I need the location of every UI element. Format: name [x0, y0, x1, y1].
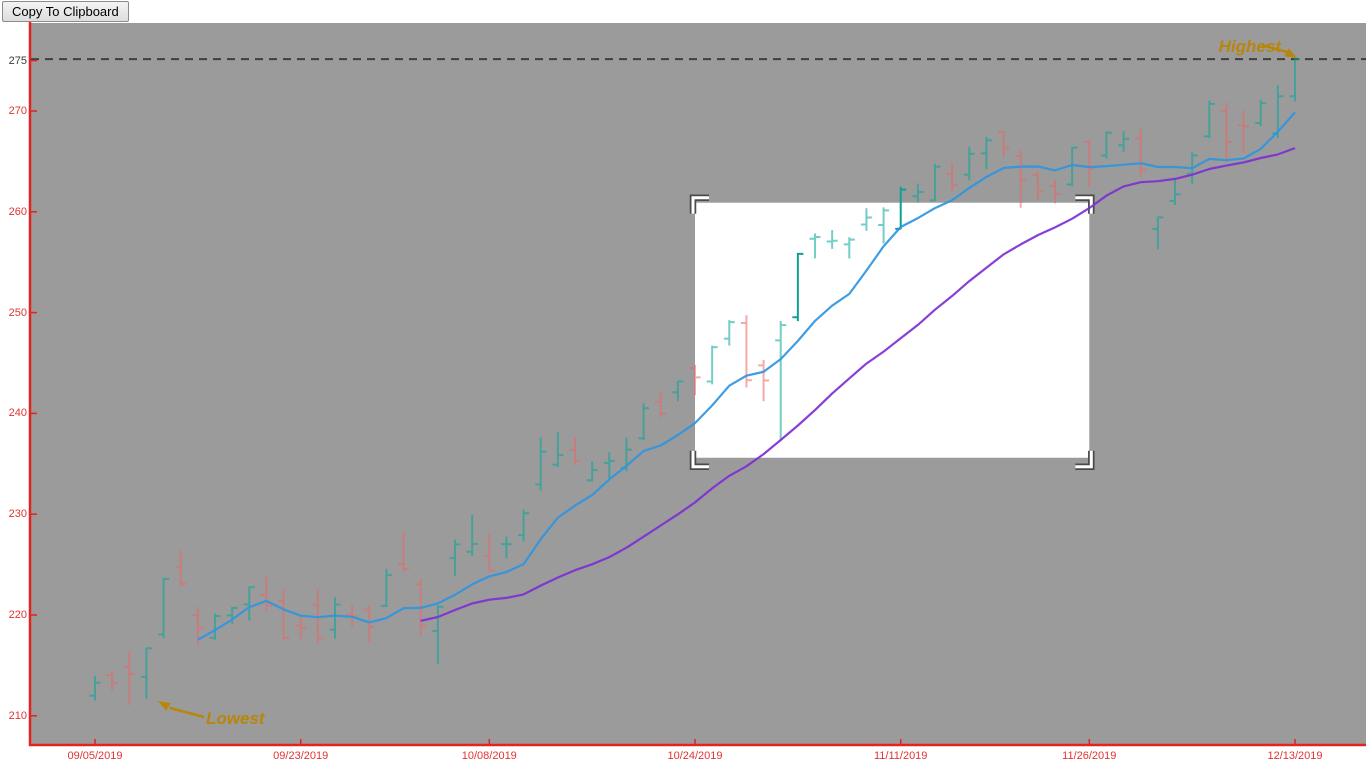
- y-axis-label: 210: [8, 709, 27, 722]
- ohlc-bar: [826, 230, 838, 249]
- ohlc-bar: [603, 452, 615, 479]
- selection-rectangle[interactable]: [695, 202, 1090, 458]
- ohlc-bar: [380, 568, 392, 608]
- ohlc-bar: [243, 586, 255, 621]
- highest-annotation-arrow: [1261, 43, 1288, 54]
- ohlc-bar: [295, 616, 307, 639]
- highest-annotation-arrowhead: [1284, 48, 1297, 58]
- ohlc-bar: [946, 162, 958, 191]
- y-axis-label: 260: [8, 205, 27, 218]
- ohlc-bar: [843, 237, 855, 259]
- ohlc-bar: [878, 207, 890, 244]
- ohlc-bar: [775, 320, 787, 442]
- ohlc-bar: [998, 131, 1010, 158]
- y-axis-label: 230: [8, 508, 27, 521]
- ohlc-bar: [1015, 150, 1027, 208]
- selection-handle-top-right[interactable]: [1075, 196, 1093, 214]
- copy-to-clipboard-button[interactable]: Copy To Clipboard: [2, 1, 129, 22]
- ohlc-bar: [260, 577, 272, 612]
- ohlc-bar: [209, 613, 221, 640]
- ohlc-bar: [758, 359, 770, 402]
- ohlc-bar: [552, 432, 564, 468]
- ohlc-bar: [1220, 102, 1232, 163]
- ohlc-bar: [483, 533, 495, 572]
- ma-line-20: [420, 147, 1296, 622]
- ohlc-bar: [123, 650, 135, 706]
- ohlc-bar: [980, 136, 992, 170]
- ohlc-bar: [363, 605, 375, 643]
- highest-annotation-label: Highest: [1219, 37, 1283, 56]
- ohlc-bar: [398, 532, 410, 573]
- selection-handle-bottom-left[interactable]: [691, 450, 710, 469]
- ohlc-bar: [706, 345, 718, 385]
- ma-line-7: [197, 111, 1296, 641]
- ohlc-bar: [175, 550, 187, 587]
- ohlc-bar: [89, 675, 101, 701]
- ohlc-bar: [1289, 57, 1301, 102]
- x-axis-label: 09/05/2019: [67, 750, 123, 762]
- ohlc-bar: [1100, 131, 1112, 159]
- lowest-annotation-arrow: [169, 706, 205, 719]
- y-axis-label: 220: [8, 609, 27, 621]
- ohlc-bar: [655, 391, 667, 418]
- ohlc-bar: [106, 671, 118, 691]
- ohlc-bar: [569, 437, 581, 466]
- y-axis-label: 240: [8, 407, 27, 420]
- y-axis-label: 270: [8, 105, 27, 117]
- ohlc-bar: [449, 539, 461, 576]
- ohlc-bar: [638, 403, 650, 441]
- ohlc-bar: [586, 461, 598, 482]
- ohlc-bar: [1066, 146, 1078, 187]
- ohlc-bar: [689, 365, 701, 396]
- ohlc-bar: [500, 536, 512, 559]
- ohlc-bar: [432, 605, 444, 665]
- x-axis-label: 10/24/2019: [667, 750, 723, 762]
- x-axis-label: 12/13/2019: [1267, 750, 1323, 762]
- ohlc-bar: [158, 577, 170, 638]
- ohlc-bar: [860, 208, 872, 231]
- ohlc-bar: [1152, 216, 1164, 250]
- x-axis-label: 11/26/2019: [1062, 750, 1117, 762]
- ohlc-bar: [809, 233, 821, 259]
- ohlc-bar: [1203, 100, 1215, 139]
- lowest-annotation-label: Lowest: [206, 709, 266, 728]
- ohlc-bar: [912, 183, 924, 203]
- ohlc-bar: [672, 380, 684, 402]
- y-axis-label: 250: [8, 306, 27, 319]
- ohlc-bar: [329, 597, 341, 639]
- ohlc-bar: [535, 437, 547, 491]
- y-axis-label: 275: [8, 54, 27, 67]
- ohlc-bar: [1083, 139, 1095, 187]
- ohlc-bar: [792, 252, 804, 322]
- ohlc-bar: [963, 146, 975, 181]
- ohlc-bar: [466, 514, 478, 557]
- ohlc-bar: [1118, 131, 1130, 153]
- ohlc-bar: [1049, 179, 1061, 204]
- ohlc-bar: [1135, 128, 1147, 178]
- x-axis-label: 11/11/2019: [874, 750, 928, 762]
- ohlc-bar: [140, 647, 152, 699]
- ohlc-bar: [1238, 110, 1250, 153]
- selection-handle-top-left[interactable]: [691, 196, 710, 214]
- ohlc-bar: [1169, 178, 1181, 205]
- lowest-annotation-arrowhead: [158, 701, 171, 711]
- ohlc-bar: [226, 606, 238, 624]
- x-axis-label: 10/08/2019: [461, 750, 517, 762]
- selection-handle-bottom-right[interactable]: [1075, 450, 1093, 469]
- x-axis-label: 09/23/2019: [273, 750, 329, 762]
- ohlc-bar: [929, 163, 941, 202]
- ohlc-bar: [518, 509, 530, 542]
- ohlc-bar: [1032, 171, 1044, 200]
- ohlc-bar: [723, 320, 735, 346]
- ohlc-bar: [1255, 99, 1267, 127]
- ohlc-bar: [278, 589, 290, 641]
